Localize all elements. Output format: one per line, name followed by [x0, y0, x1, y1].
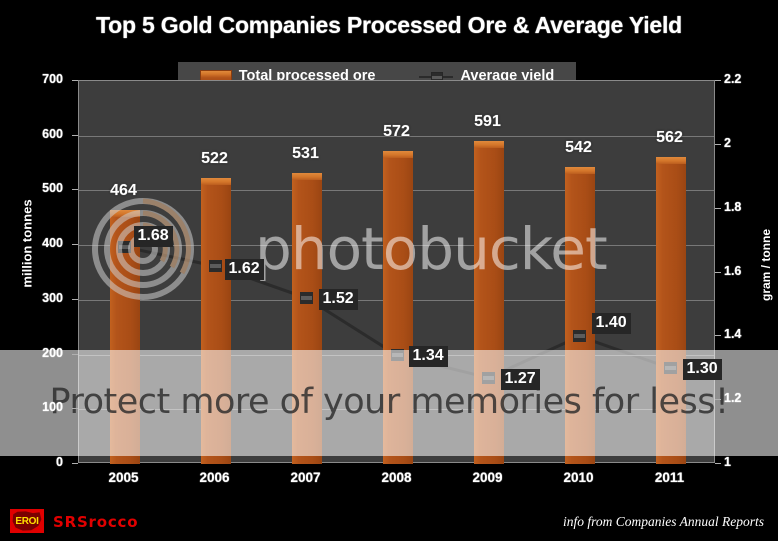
y-axis-tick-right: 2 — [724, 135, 731, 150]
line-value-label-2011: 1.30 — [682, 359, 722, 381]
bar-value-label-2010: 542 — [565, 139, 592, 157]
y-axis-tick-right: 1.8 — [724, 199, 742, 214]
bar-value-label-2006: 522 — [201, 150, 228, 168]
y-axis-tick-left: 400 — [42, 236, 63, 251]
y-axis-tick-left: 100 — [42, 400, 63, 415]
tick-mark-left — [72, 134, 78, 136]
tick-mark-left — [72, 298, 78, 300]
x-axis-tick-2009: 2009 — [472, 470, 503, 485]
brand-srsrocco: SRSrocco — [53, 513, 139, 531]
y-axis-tick-right: 1 — [724, 455, 731, 469]
line-value-label-2008: 1.34 — [408, 346, 448, 368]
bar-2009[interactable] — [473, 140, 504, 464]
line-value-label-2007: 1.52 — [318, 289, 358, 311]
x-axis-tick-2006: 2006 — [199, 470, 230, 485]
line-marker-2011[interactable] — [664, 362, 677, 375]
tick-mark-right — [715, 80, 721, 81]
line-marker-2006[interactable] — [209, 260, 222, 273]
line-value-label-2010: 1.40 — [591, 313, 631, 335]
bar-value-label-2009: 591 — [474, 112, 501, 130]
bar-2006[interactable] — [200, 178, 231, 464]
y-axis-tick-right: 1.4 — [724, 327, 742, 342]
eroi-logo-text: EROI — [15, 515, 39, 527]
bar-2011[interactable] — [655, 156, 686, 464]
line-value-label-2009: 1.27 — [500, 368, 540, 390]
line-value-label-2005: 1.68 — [133, 225, 173, 247]
bar-value-label-2005: 464 — [110, 182, 137, 200]
tick-mark-right — [715, 271, 721, 273]
y-axis-tick-left: 200 — [42, 345, 63, 360]
y-axis-tick-left: 600 — [42, 126, 63, 141]
tick-mark-left — [72, 463, 78, 464]
y-axis-tick-right: 1.6 — [724, 263, 742, 278]
line-marker-2005[interactable] — [118, 240, 131, 253]
source-attribution: info from Companies Annual Reports — [562, 514, 764, 529]
eroi-logo-icon: EROI — [10, 509, 44, 533]
tick-mark-left — [72, 353, 78, 355]
y-axis-tick-right: 2.2 — [724, 72, 742, 86]
x-axis-tick-2007: 2007 — [290, 470, 321, 485]
page-title: Top 5 Gold Companies Processed Ore & Ave… — [95, 12, 683, 38]
bar-value-label-2011: 562 — [656, 128, 683, 146]
gridline — [79, 135, 714, 137]
line-value-label-2006: 1.62 — [224, 259, 264, 281]
x-axis-tick-2005: 2005 — [108, 470, 139, 485]
y-axis-tick-left: 700 — [42, 72, 63, 86]
line-marker-2007[interactable] — [300, 292, 313, 305]
line-marker-2010[interactable] — [573, 330, 586, 343]
tick-mark-right — [715, 207, 721, 209]
tick-mark-right — [715, 335, 721, 337]
x-axis-tick-2008: 2008 — [381, 470, 412, 485]
tick-mark-left — [72, 408, 78, 410]
bar-value-label-2008: 572 — [383, 123, 410, 141]
tick-mark-left — [72, 189, 78, 191]
y-axis-tick-left: 300 — [42, 290, 63, 305]
y-axis-tick-left: 500 — [42, 181, 63, 196]
tick-mark-left — [72, 244, 78, 246]
tick-mark-right — [715, 143, 721, 145]
y-axis-tick-right: 1.2 — [724, 391, 742, 406]
x-axis-tick-2010: 2010 — [563, 470, 594, 485]
line-marker-2008[interactable] — [391, 349, 404, 362]
bar-2007[interactable] — [291, 173, 322, 464]
tick-mark-right — [715, 399, 721, 401]
tick-mark-left — [72, 80, 78, 81]
tick-mark-right — [715, 463, 721, 464]
bar-2010[interactable] — [564, 167, 595, 464]
y-axis-tick-left: 0 — [56, 455, 63, 469]
line-marker-2009[interactable] — [482, 371, 495, 384]
bar-2008[interactable] — [382, 151, 413, 464]
x-axis-tick-2011: 2011 — [654, 470, 685, 485]
bar-value-label-2007: 531 — [292, 145, 319, 163]
